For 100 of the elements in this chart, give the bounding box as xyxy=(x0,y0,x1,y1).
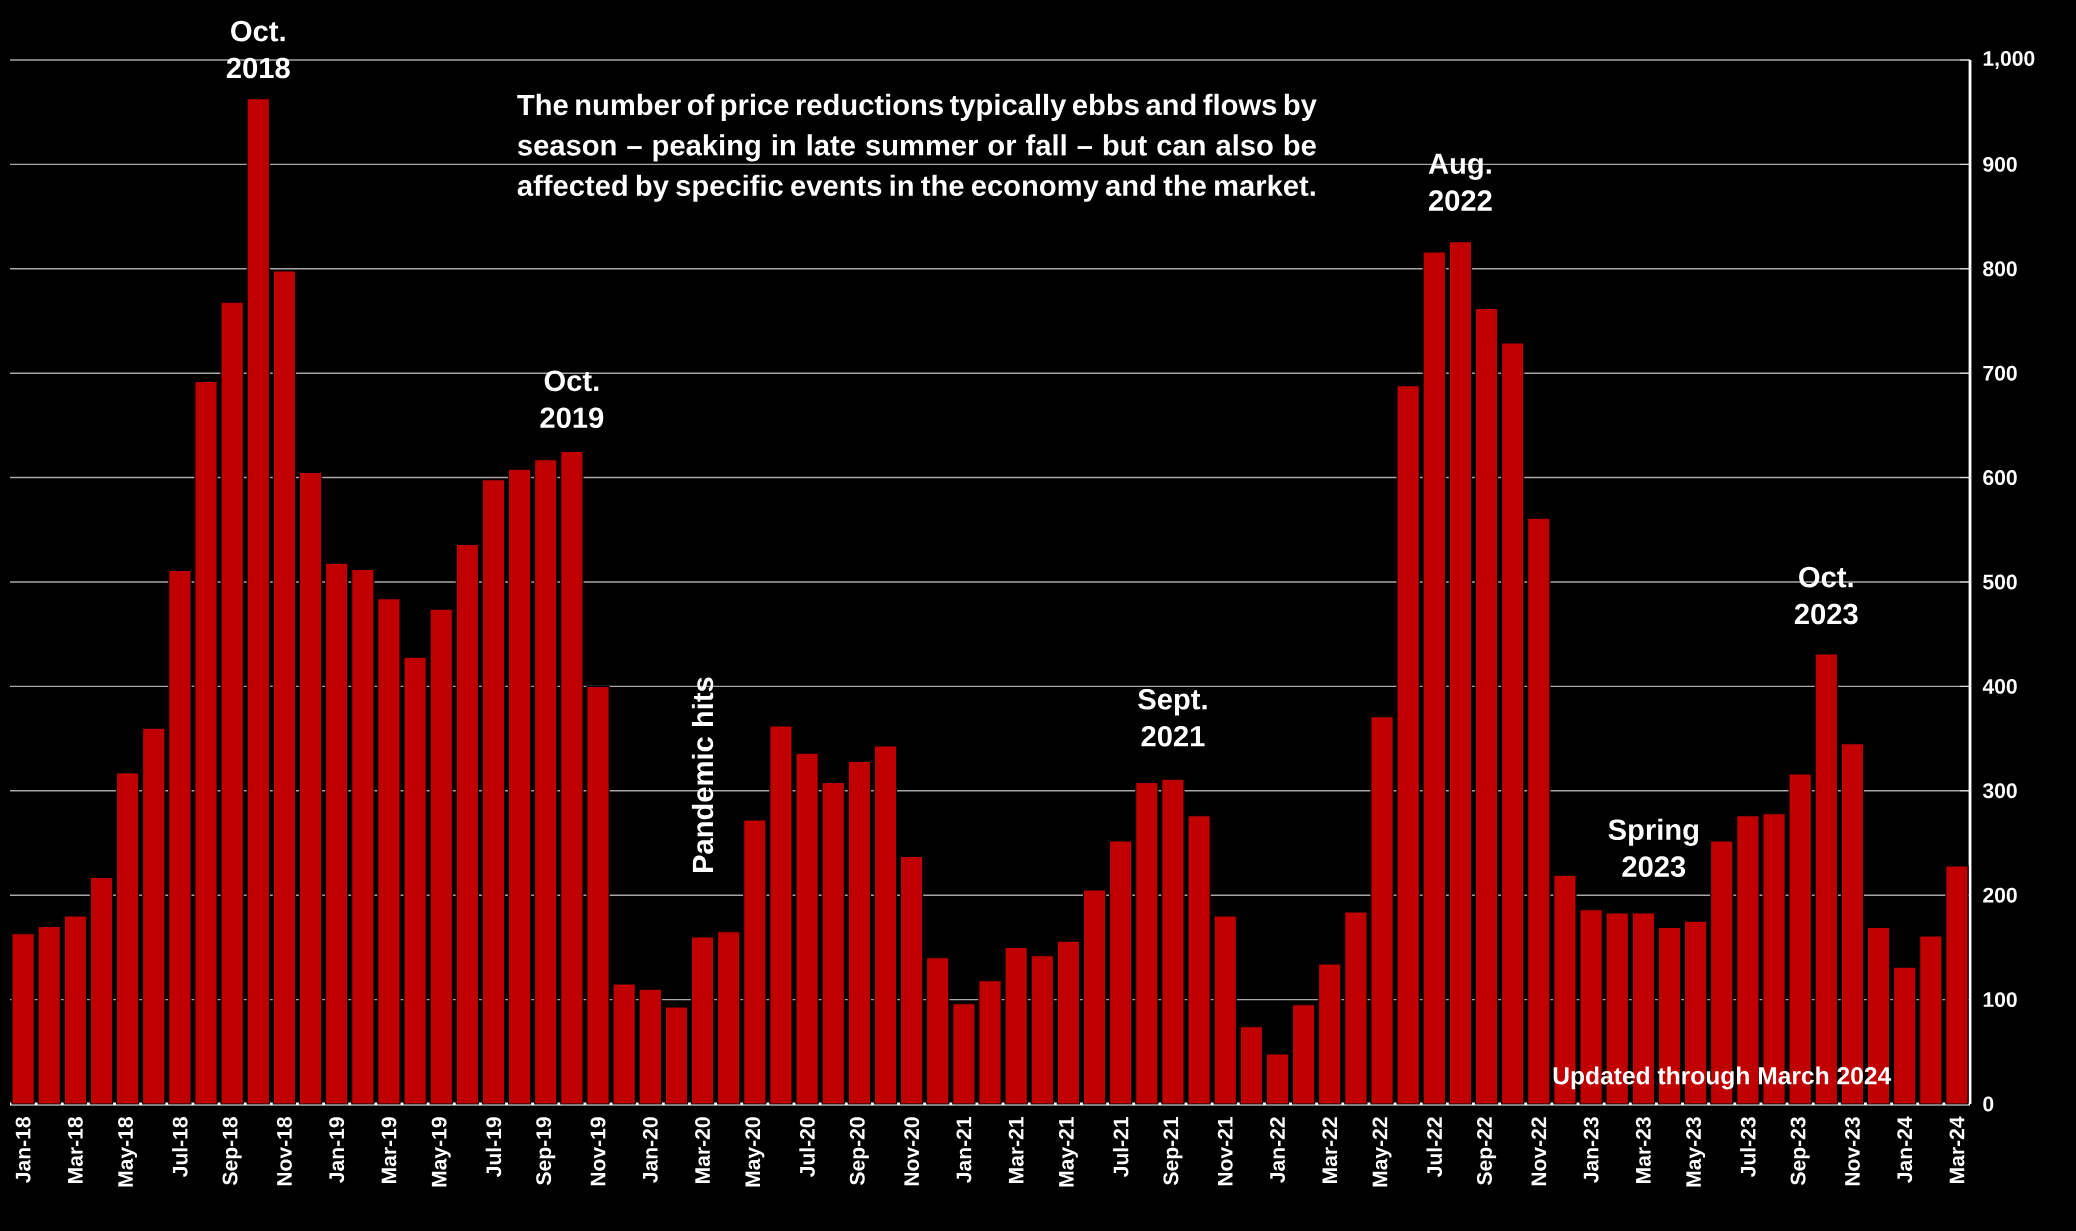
bar xyxy=(847,761,871,1105)
bar xyxy=(743,819,767,1105)
bar xyxy=(194,380,218,1105)
bar xyxy=(1318,963,1342,1105)
bar xyxy=(142,727,166,1105)
x-tick-label: Jul-23 xyxy=(1740,1117,1756,1178)
annotation: Spring 2023 xyxy=(1608,818,1699,878)
x-tick-label: Jan-22 xyxy=(1270,1117,1285,1183)
bar xyxy=(168,569,192,1105)
bar xyxy=(952,1003,976,1105)
y-tick-label: 900 xyxy=(1983,156,2017,172)
bar xyxy=(795,752,819,1105)
bar xyxy=(1030,955,1054,1105)
bar xyxy=(115,772,140,1105)
bar xyxy=(1265,1053,1290,1105)
bar xyxy=(246,98,270,1105)
y-tick-label: 300 xyxy=(1982,783,2017,799)
bar xyxy=(1370,716,1394,1105)
bar xyxy=(1448,241,1473,1105)
bar xyxy=(1422,251,1446,1105)
x-tick-label: Mar-22 xyxy=(1322,1117,1338,1183)
bar xyxy=(586,685,610,1105)
x-tick-label: Mar-20 xyxy=(695,1117,711,1183)
x-tick-label: Jul-20 xyxy=(799,1117,815,1178)
bar xyxy=(873,745,898,1105)
x-tick-label: Mar-24 xyxy=(1949,1116,1965,1183)
x-tick-label: Jul-21 xyxy=(1112,1116,1129,1178)
bar xyxy=(1501,342,1525,1105)
bar xyxy=(1396,385,1420,1105)
bar xyxy=(1187,815,1211,1105)
x-tick-label: Jan-20 xyxy=(642,1117,658,1183)
x-tick-label: May-23 xyxy=(1686,1117,1706,1187)
x-tick-label: Nov-20 xyxy=(904,1117,920,1186)
bar xyxy=(1919,935,1943,1105)
bar xyxy=(978,980,1002,1105)
bar xyxy=(298,471,323,1105)
bar xyxy=(429,608,453,1105)
bar xyxy=(769,725,793,1105)
bar xyxy=(717,931,741,1105)
bar xyxy=(481,479,506,1105)
x-tick-label: May-18 xyxy=(118,1117,138,1187)
x-tick-label: Jan-18 xyxy=(15,1117,31,1183)
x-tick-label: Nov-23 xyxy=(1844,1117,1860,1186)
bar xyxy=(638,988,662,1105)
x-tick-label: Sep-19 xyxy=(536,1117,556,1185)
x-tick-label: Jan-19 xyxy=(329,1117,345,1183)
bar xyxy=(1291,1004,1316,1105)
bar xyxy=(1082,889,1107,1105)
x-tick-label: Jan-21 xyxy=(956,1117,972,1183)
bar xyxy=(11,933,35,1105)
bar xyxy=(507,468,532,1105)
bar xyxy=(1527,517,1551,1105)
y-tick-label: 500 xyxy=(1983,574,2017,590)
y-tick-label: 100 xyxy=(1983,992,2017,1008)
y-tick-label: 700 xyxy=(1983,365,2017,381)
y-tick-label: 0 xyxy=(1983,1096,1994,1112)
bar xyxy=(1239,1026,1263,1105)
y-tick-label: 800 xyxy=(1983,261,2017,277)
bar xyxy=(690,936,715,1105)
x-tick-label: Jan-23 xyxy=(1583,1117,1599,1183)
bar xyxy=(926,957,950,1105)
bar xyxy=(1056,940,1081,1105)
bar xyxy=(220,301,244,1105)
bar xyxy=(821,781,845,1105)
bar xyxy=(351,568,375,1105)
x-tick-label: May-22 xyxy=(1372,1117,1392,1187)
bar xyxy=(1893,966,1917,1105)
x-tick-label: Jul-22 xyxy=(1426,1117,1443,1178)
annotation: Sept. 2021 xyxy=(1138,688,1207,747)
x-tick-label: Nov-22 xyxy=(1531,1117,1547,1186)
bar xyxy=(377,598,401,1105)
bar xyxy=(89,876,114,1105)
x-tick-label: Sep-18 xyxy=(222,1117,242,1185)
bar xyxy=(1004,946,1028,1105)
x-tick-label: Mar-21 xyxy=(1008,1117,1024,1183)
bar xyxy=(37,925,61,1105)
y-tick-label: 1,000 xyxy=(1983,50,2035,69)
x-tick-label: Nov-21 xyxy=(1217,1117,1233,1186)
annotation: Oct. 2023 xyxy=(1794,566,1858,625)
x-tick-label: May-20 xyxy=(745,1117,765,1187)
annotation: Pandemic hits xyxy=(691,677,714,873)
annotation: Oct. 2019 xyxy=(540,370,604,429)
bar xyxy=(1945,865,1969,1105)
x-tick-label: Sep-20 xyxy=(849,1117,869,1185)
annotation: Oct. 2018 xyxy=(226,20,290,79)
bar xyxy=(63,915,87,1105)
x-tick-label: Mar-23 xyxy=(1635,1117,1651,1183)
x-tick-label: Nov-19 xyxy=(590,1117,606,1186)
bar xyxy=(403,656,427,1105)
bar xyxy=(664,1006,689,1105)
bar xyxy=(325,562,349,1105)
annotation: The number of price reductions typically ebbs and flows by season – peaking in late summer or fall – but can also be affected by specific events in the economy and the market. xyxy=(517,93,1317,202)
bar xyxy=(899,856,924,1105)
bar xyxy=(1344,911,1368,1105)
bar xyxy=(1213,915,1237,1105)
bar xyxy=(534,459,558,1105)
y-tick-label: 400 xyxy=(1982,678,2017,694)
x-tick-label: Sep-23 xyxy=(1790,1117,1810,1185)
x-tick-label: Nov-18 xyxy=(276,1117,292,1186)
x-tick-label: May-19 xyxy=(431,1117,451,1187)
